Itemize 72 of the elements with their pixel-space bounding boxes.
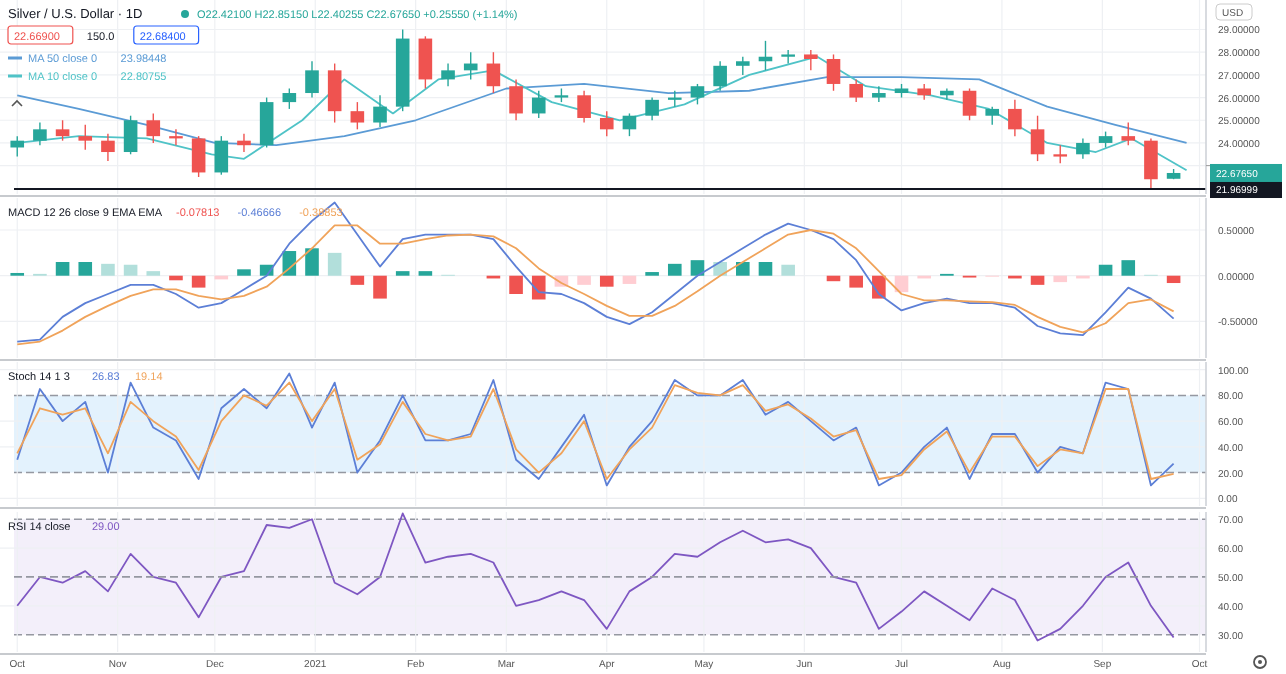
- candlestick: [736, 56, 750, 76]
- candlestick: [350, 101, 365, 131]
- bar: [622, 275, 637, 284]
- candlestick: [713, 60, 727, 92]
- candlestick: [577, 90, 591, 124]
- bar: [191, 275, 206, 288]
- candlestick: [486, 51, 501, 94]
- candlestick: [1076, 137, 1090, 160]
- candlestick: [804, 49, 818, 72]
- candlestick: [214, 135, 229, 176]
- candlestick: [259, 96, 274, 149]
- bar: [509, 275, 523, 294]
- bar: [599, 275, 614, 287]
- candlestick: [441, 62, 455, 87]
- candlestick: [282, 87, 297, 110]
- candlestick: [1030, 115, 1045, 162]
- bar: [1121, 260, 1136, 276]
- candlestick: [33, 121, 47, 146]
- candlestick: [1144, 137, 1158, 190]
- candlestick: [940, 87, 954, 101]
- candlestick: [781, 49, 795, 65]
- bar: [373, 275, 387, 299]
- candlestick: [1053, 144, 1068, 165]
- bar: [849, 275, 863, 288]
- bar: [531, 275, 546, 300]
- candlestick: [509, 78, 523, 121]
- bar: [101, 263, 115, 276]
- bar: [55, 262, 70, 276]
- bar: [690, 260, 705, 276]
- bar: [237, 269, 251, 276]
- candlestick: [622, 112, 637, 137]
- candlestick: [849, 78, 863, 103]
- candlestick: [373, 94, 387, 128]
- candlestick: [169, 128, 183, 146]
- candlestick: [191, 135, 206, 178]
- bar: [1030, 275, 1045, 285]
- bar: [123, 264, 138, 276]
- candlestick: [645, 96, 659, 121]
- bar: [577, 275, 591, 285]
- candlestick: [78, 124, 93, 151]
- candlestick: [237, 133, 251, 153]
- candlestick: [327, 62, 342, 124]
- candlestick: [826, 53, 841, 92]
- candlestick: [985, 105, 1000, 126]
- bar: [736, 262, 750, 276]
- candlestick: [101, 133, 115, 162]
- candlestick: [1008, 99, 1022, 137]
- candlestick: [599, 110, 614, 137]
- bar: [305, 248, 319, 276]
- bar: [350, 275, 365, 285]
- bar: [1166, 275, 1181, 284]
- candlestick: [690, 83, 705, 106]
- bar: [169, 275, 183, 281]
- candlestick: [10, 135, 25, 158]
- candlestick: [1121, 121, 1136, 146]
- candlestick: [305, 60, 319, 99]
- candlestick: [531, 90, 546, 119]
- candlestick: [872, 85, 886, 103]
- bar: [327, 252, 342, 276]
- bar: [78, 262, 93, 276]
- bar: [1053, 275, 1068, 283]
- candlestick: [418, 35, 433, 90]
- candlestick: [463, 51, 478, 81]
- candlestick: [123, 115, 138, 155]
- bar: [781, 264, 795, 276]
- candlestick: [146, 112, 161, 144]
- bar: [1098, 264, 1113, 276]
- bar: [667, 263, 682, 276]
- line-series: [16, 224, 1175, 346]
- candlestick: [962, 87, 977, 121]
- candlestick: [55, 119, 70, 142]
- bar: [758, 262, 773, 276]
